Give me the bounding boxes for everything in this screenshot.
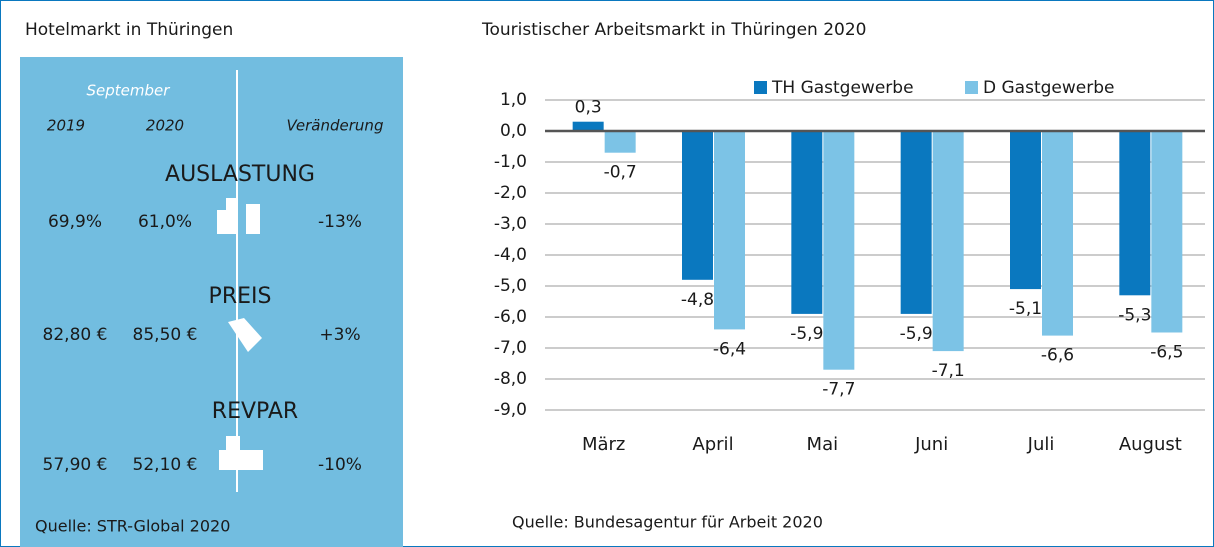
y-tick-label: -3,0 [494, 214, 527, 234]
data-label: -6,6 [1041, 346, 1074, 366]
bar [572, 121, 604, 131]
x-tick-label: Mai [807, 434, 839, 455]
data-label: -5,9 [790, 324, 823, 344]
x-tick-label: August [1119, 434, 1182, 455]
data-label: -4,8 [681, 290, 714, 310]
metric-value: 52,10 € [133, 455, 198, 475]
y-tick-label: 1,0 [500, 90, 527, 110]
y-tick-label: -9,0 [494, 400, 527, 420]
panel [20, 57, 403, 547]
chart-title: Touristischer Arbeitsmarkt in Thüringen … [481, 20, 866, 40]
data-label: -5,1 [1009, 299, 1042, 319]
x-tick-label: März [582, 434, 625, 455]
x-tick-label: Juli [1027, 434, 1055, 455]
metric-name: PREIS [209, 284, 272, 309]
bar [1042, 131, 1073, 336]
metric-value: 85,50 € [133, 325, 198, 345]
bar [1151, 131, 1183, 333]
bar [900, 131, 932, 314]
legend-swatch [754, 81, 767, 94]
data-label: -0,7 [604, 163, 637, 183]
legend-label: D Gastgewerbe [983, 78, 1114, 98]
data-label: -5,9 [900, 324, 933, 344]
x-tick-label: April [692, 434, 733, 455]
metric-value: 69,9% [48, 212, 102, 232]
y-tick-label: -4,0 [494, 245, 527, 265]
metric-value: 61,0% [138, 212, 192, 232]
bar [682, 131, 713, 280]
metric-value: 82,80 € [43, 325, 108, 345]
data-label: -5,3 [1118, 305, 1151, 325]
tag-icon [228, 318, 262, 352]
y-tick-label: 0,0 [500, 121, 527, 141]
y-tick-label: -1,0 [494, 152, 527, 172]
chart-source: Quelle: Bundesagentur für Arbeit 2020 [512, 513, 823, 532]
metric-name: AUSLASTUNG [165, 162, 315, 187]
data-label: -6,4 [713, 339, 746, 359]
metric-change: -10% [318, 455, 362, 475]
data-label: -7,7 [822, 380, 855, 400]
metric-value: 57,90 € [43, 455, 108, 475]
month: September [87, 82, 171, 100]
y-tick-label: -8,0 [494, 369, 527, 389]
metric-name: REVPAR [212, 399, 298, 424]
y-tick-label: -6,0 [494, 307, 527, 327]
metric-change: -13% [318, 212, 362, 232]
register-icon [219, 436, 263, 470]
bar [932, 131, 964, 352]
bar [1119, 131, 1151, 296]
data-label: -6,5 [1150, 343, 1183, 363]
bar [791, 131, 823, 314]
year: 2019 [47, 117, 85, 135]
metric-change: +3% [319, 325, 360, 345]
bar [714, 131, 745, 330]
panel-source: Quelle: STR-Global 2020 [35, 517, 230, 536]
y-tick-label: -7,0 [494, 338, 527, 358]
change-header: Veränderung [287, 117, 384, 135]
legend-label: TH Gastgewerbe [771, 78, 914, 98]
data-label: 0,3 [575, 98, 602, 118]
data-label: -7,1 [932, 361, 965, 381]
legend-swatch [965, 81, 978, 94]
bar [604, 131, 636, 153]
y-tick-label: -5,0 [494, 276, 527, 296]
x-tick-label: Juni [914, 434, 948, 455]
bar [1010, 131, 1041, 290]
panel-title: Hotelmarkt in Thüringen [25, 20, 233, 40]
bar [823, 131, 855, 370]
hotel-icon [217, 198, 260, 234]
year: 2020 [146, 117, 184, 135]
y-tick-label: -2,0 [494, 183, 527, 203]
